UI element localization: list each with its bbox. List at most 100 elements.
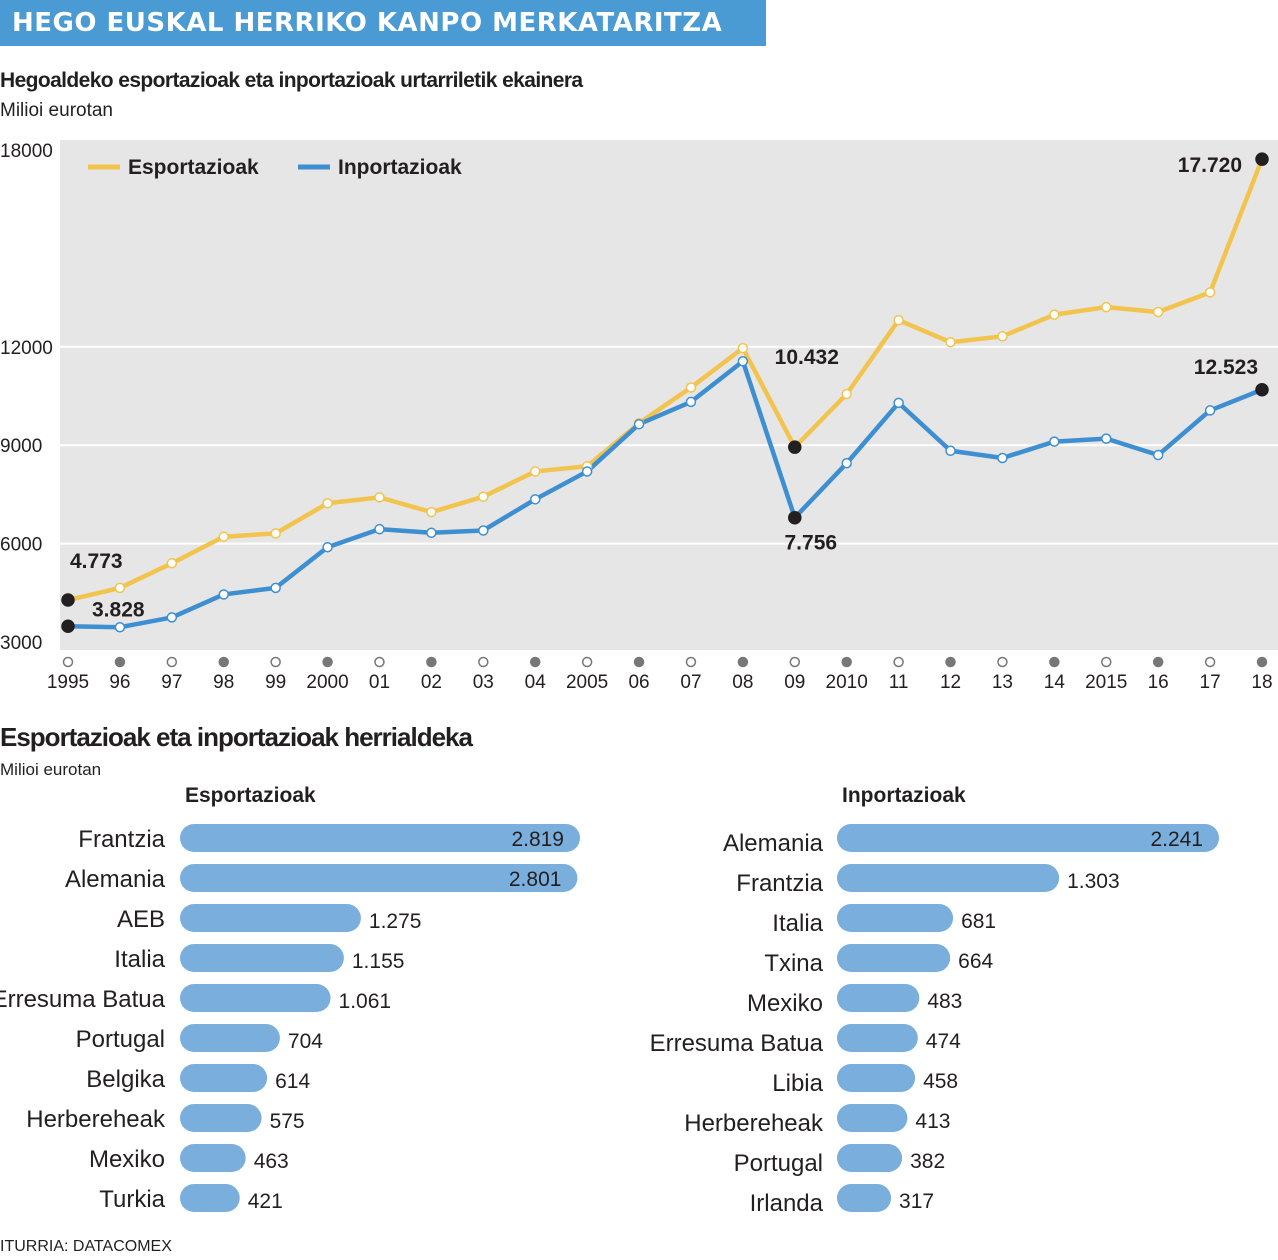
data-point xyxy=(1255,383,1269,397)
y-tick-label: 18000 xyxy=(0,141,53,162)
x-tick-marker xyxy=(893,656,904,668)
data-point xyxy=(737,355,749,367)
x-tick-marker xyxy=(1152,656,1164,668)
bar-category-label: Erresuma Batua xyxy=(0,986,166,1013)
x-tick-marker xyxy=(841,656,852,668)
x-tick-marker xyxy=(1204,656,1216,668)
data-point xyxy=(270,528,281,539)
x-tick-label: 03 xyxy=(473,672,494,693)
bar xyxy=(180,904,361,932)
bar xyxy=(180,824,580,852)
data-point xyxy=(218,531,229,542)
data-point xyxy=(1255,152,1269,166)
x-tick-label: 11 xyxy=(889,672,909,693)
bar-category-label: Erresuma Batua xyxy=(650,1030,824,1057)
bar-panel-title-esportazioak: Esportazioak xyxy=(185,784,316,807)
annotation-label: 4.773 xyxy=(70,550,123,573)
data-point xyxy=(270,582,281,594)
data-point xyxy=(1204,287,1216,298)
bar-value-label: 575 xyxy=(270,1110,305,1133)
bar-value-label: 1.155 xyxy=(352,950,405,973)
bar xyxy=(837,1024,918,1052)
x-tick-label: 97 xyxy=(161,672,182,693)
series-line-esportazioak xyxy=(67,158,1265,603)
x-tick-label: 06 xyxy=(628,672,649,693)
data-point xyxy=(685,396,697,408)
x-tick-label: 98 xyxy=(213,672,234,693)
data-point xyxy=(114,621,126,633)
x-tick-marker xyxy=(1049,656,1060,668)
source-note: ITURRIA: DATACOMEX xyxy=(0,1238,172,1255)
data-point xyxy=(374,523,385,535)
x-tick-label: 02 xyxy=(421,672,442,693)
x-tick-marker xyxy=(166,656,178,668)
x-tick-label: 16 xyxy=(1148,672,1169,693)
annotation-label: 17.720 xyxy=(1178,154,1242,177)
annotation-label: 7.756 xyxy=(785,532,838,555)
x-tick-marker xyxy=(633,656,645,668)
data-point xyxy=(1049,309,1060,320)
x-tick-label: 13 xyxy=(992,672,1013,693)
line-chart-title: Hegoaldeko esportazioak eta inportazioak… xyxy=(0,69,583,92)
bar xyxy=(180,984,331,1012)
x-tick-label: 2005 xyxy=(566,672,608,693)
data-point xyxy=(426,527,437,539)
bar xyxy=(837,984,920,1012)
bar-value-label: 681 xyxy=(961,910,996,933)
bar xyxy=(180,864,578,892)
x-tick-label: 07 xyxy=(680,672,701,693)
data-point xyxy=(841,457,852,469)
bar-value-label: 614 xyxy=(275,1070,310,1093)
annotation-label: 3.828 xyxy=(92,598,145,621)
x-tick-label: 96 xyxy=(109,672,130,693)
x-tick-marker xyxy=(322,656,333,668)
x-tick-label: 2015 xyxy=(1085,672,1127,693)
data-point xyxy=(893,314,904,326)
data-point xyxy=(788,440,802,454)
bar-value-label: 2.819 xyxy=(511,828,564,851)
bar-value-label: 1.303 xyxy=(1067,870,1120,893)
bar-category-label: Italia xyxy=(772,910,823,937)
bar-value-label: 413 xyxy=(915,1110,950,1133)
data-point xyxy=(529,466,541,477)
x-tick-label: 2000 xyxy=(306,672,348,693)
bar-category-label: Alemania xyxy=(65,866,166,893)
data-point xyxy=(529,494,541,505)
data-point xyxy=(788,510,802,525)
data-point xyxy=(478,491,489,502)
bar-value-label: 1.275 xyxy=(369,910,422,933)
bar-category-label: Turkia xyxy=(99,1186,165,1213)
bar xyxy=(837,1144,903,1172)
bar-category-label: Belgika xyxy=(86,1066,165,1093)
y-tick-label: 12000 xyxy=(0,338,53,359)
data-point xyxy=(478,525,489,536)
x-tick-label: 99 xyxy=(265,672,286,693)
x-tick-marker xyxy=(997,656,1008,668)
data-point xyxy=(1101,301,1112,313)
data-point xyxy=(114,582,126,594)
legend-label-esportazioak: Esportazioak xyxy=(128,156,259,179)
bar-value-label: 2.241 xyxy=(1150,828,1203,851)
headline: HEGO EUSKAL HERRIKO KANPO MERKATARITZA xyxy=(0,0,766,46)
bar-value-label: 382 xyxy=(910,1150,945,1173)
y-tick-label: 9000 xyxy=(0,436,42,457)
data-point xyxy=(426,506,437,518)
data-point xyxy=(737,342,749,354)
bar-category-label: Herbereheak xyxy=(684,1110,824,1137)
bar-value-label: 421 xyxy=(248,1190,283,1213)
x-tick-label: 04 xyxy=(525,672,547,693)
bar-value-label: 463 xyxy=(254,1150,289,1173)
x-tick-marker xyxy=(737,656,749,668)
bar-category-label: Mexiko xyxy=(747,990,823,1017)
bar-category-label: AEB xyxy=(117,906,165,933)
bar xyxy=(837,904,954,932)
data-point xyxy=(322,498,333,509)
data-point xyxy=(581,466,593,477)
data-point xyxy=(945,445,956,457)
legend-label-inportazioak: Inportazioak xyxy=(338,156,462,179)
data-point xyxy=(1101,433,1112,444)
data-point xyxy=(61,619,75,634)
data-point xyxy=(633,418,645,430)
bar xyxy=(837,824,1219,852)
data-point xyxy=(322,541,333,553)
